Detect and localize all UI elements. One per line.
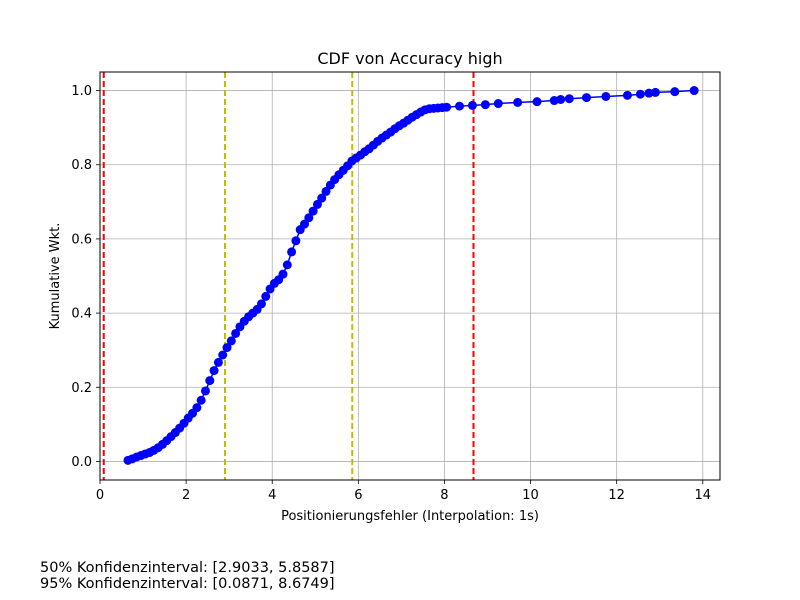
cdf-point	[205, 376, 215, 386]
cdf-point	[304, 213, 314, 223]
cdf-point	[256, 299, 266, 309]
cdf-point	[218, 350, 228, 360]
plot-frame	[99, 71, 721, 481]
x-axis-label: Positionierungsfehler (Interpolation: 1s…	[281, 509, 539, 524]
cdf-point	[467, 100, 477, 110]
cdf-point	[689, 86, 699, 96]
cdf-point	[442, 102, 452, 112]
cdf-series	[123, 86, 699, 465]
cdf-point	[582, 93, 592, 103]
cdf-point	[317, 193, 327, 203]
cdf-point	[261, 291, 271, 301]
y-tick-label: 0.8	[71, 158, 92, 173]
cdf-point	[287, 247, 297, 257]
plot-area-background	[100, 72, 720, 480]
cdf-point	[278, 269, 288, 279]
cdf-point	[601, 91, 611, 101]
confidence-lines	[102, 72, 475, 480]
cdf-point	[556, 94, 566, 104]
cdf-point	[312, 199, 322, 209]
x-tick-label: 6	[354, 488, 362, 503]
cdf-point	[222, 343, 232, 353]
y-axis-label: Kumulative Wkt.	[48, 223, 63, 330]
cdf-point	[282, 260, 292, 270]
cdf-point	[455, 101, 465, 111]
cdf-point	[480, 100, 490, 110]
cdf-point	[213, 357, 223, 367]
cdf-point	[513, 97, 523, 107]
cdf-point	[650, 87, 660, 97]
chart-title: CDF von Accuracy high	[317, 49, 502, 68]
cdf-point	[209, 366, 219, 376]
x-tick-label: 0	[96, 488, 104, 503]
cdf-point	[300, 219, 310, 229]
cdf-point	[308, 206, 318, 216]
y-tick-label: 0.4	[71, 307, 92, 322]
y-axis: 0.0 0.2 0.4 0.6 0.8 1.0	[71, 84, 100, 470]
x-tick-label: 12	[608, 488, 625, 503]
y-tick-label: 0.0	[71, 455, 92, 470]
y-tick-label: 0.2	[71, 381, 92, 396]
cdf-point	[291, 236, 301, 246]
cdf-point	[231, 328, 241, 338]
x-tick-label: 14	[695, 488, 712, 503]
x-tick-label: 10	[522, 488, 539, 503]
x-tick-label: 2	[182, 488, 190, 503]
grid-lines	[99, 72, 720, 480]
cdf-point	[321, 186, 331, 196]
cdf-point	[635, 89, 645, 99]
confidence-notes: 50% Konfidenzinterval: [2.9033, 5.8587] …	[40, 560, 335, 592]
y-tick-label: 1.0	[71, 84, 92, 99]
y-tick-label: 0.6	[71, 232, 92, 247]
cdf-point	[200, 386, 210, 396]
x-axis: 0 2 4 6 8 10 12 14	[96, 480, 711, 503]
x-tick-label: 8	[440, 488, 448, 503]
note-50-interval: 50% Konfidenzinterval: [2.9033, 5.8587]	[40, 560, 335, 576]
cdf-point	[196, 395, 206, 405]
cdf-point	[192, 403, 202, 413]
x-tick-label: 4	[268, 488, 276, 503]
cdf-point	[622, 90, 632, 100]
cdf-point	[226, 336, 236, 346]
note-95-interval: 95% Konfidenzinterval: [0.0871, 8.6749]	[40, 576, 335, 592]
cdf-point	[532, 97, 542, 107]
cdf-point	[670, 87, 680, 97]
cdf-point	[493, 99, 503, 109]
cdf-point	[564, 94, 574, 104]
